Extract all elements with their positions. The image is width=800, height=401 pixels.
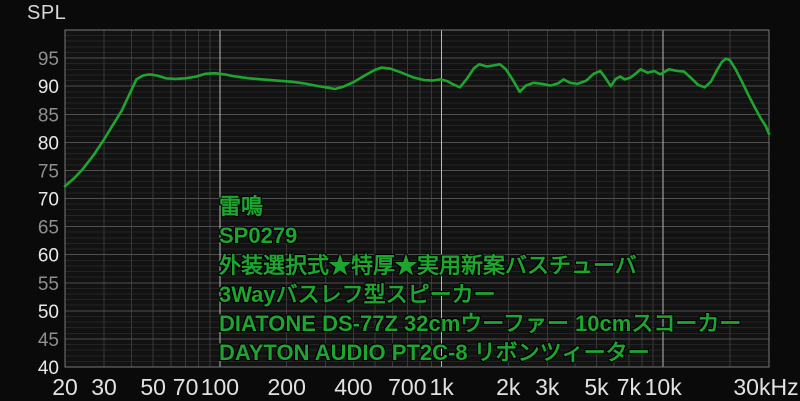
y-tick-label: 80	[38, 133, 59, 154]
y-tick-label: 70	[38, 190, 59, 211]
x-tick-label: 5k	[584, 374, 609, 400]
y-axis-title: SPL	[27, 2, 67, 24]
x-tick-label: 10k	[645, 374, 683, 400]
x-tick-label: 30kHz	[733, 374, 798, 400]
annotation-line: SP0279	[219, 223, 298, 249]
y-tick-label: 45	[38, 330, 59, 351]
x-axis-labels: 20 30 50 70 100 200 400 700 1k 2k 3k 5k 7k 10k 30kHz	[52, 374, 798, 400]
y-tick-label: 65	[38, 218, 59, 239]
annotation-line: DAYTON AUDIO PT2C-8 リボンツィーター	[219, 340, 650, 366]
x-tick-label: 20	[52, 374, 78, 400]
y-tick-label: 95	[38, 49, 59, 70]
annotation-line: 3Wayバスレフ型スピーカー	[219, 281, 496, 307]
y-tick-label: 60	[38, 246, 59, 267]
x-tick-label: 100	[201, 374, 239, 400]
annotation-block: 雷鳴 SP0279 外装選択式★特厚★実用新案バスチューバ 3Wayバスレフ型ス…	[219, 192, 741, 368]
x-tick-label: 700	[388, 374, 426, 400]
x-tick-label: 7k	[617, 374, 642, 400]
x-tick-label: 70	[173, 374, 199, 400]
x-tick-label: 50	[140, 374, 166, 400]
x-tick-label: 200	[268, 374, 306, 400]
y-tick-label: 50	[38, 302, 59, 323]
x-tick-label: 2k	[496, 374, 521, 400]
annotation-line: DIATONE DS-77Z 32cmウーファー 10cmスコーカー	[219, 311, 742, 337]
x-tick-label: 30	[91, 374, 117, 400]
x-tick-label: 1k	[429, 374, 454, 400]
y-tick-label: 75	[38, 161, 59, 182]
y-tick-label: 40	[38, 358, 59, 379]
y-tick-label: 85	[38, 105, 59, 126]
x-tick-label: 3k	[535, 374, 560, 400]
y-tick-label: 90	[38, 77, 59, 98]
response-curve	[63, 57, 771, 188]
annotation-line: 外装選択式★特厚★実用新案バスチューバ	[219, 252, 637, 278]
gridlines	[64, 29, 770, 368]
y-tick-label: 55	[38, 274, 59, 295]
plot-border	[64, 29, 770, 368]
x-tick-label: 400	[334, 374, 372, 400]
y-axis-labels: 95 90 85 80 75 70 65 60 55 50 45 40	[38, 49, 59, 379]
annotation-line: 雷鳴	[219, 194, 264, 219]
